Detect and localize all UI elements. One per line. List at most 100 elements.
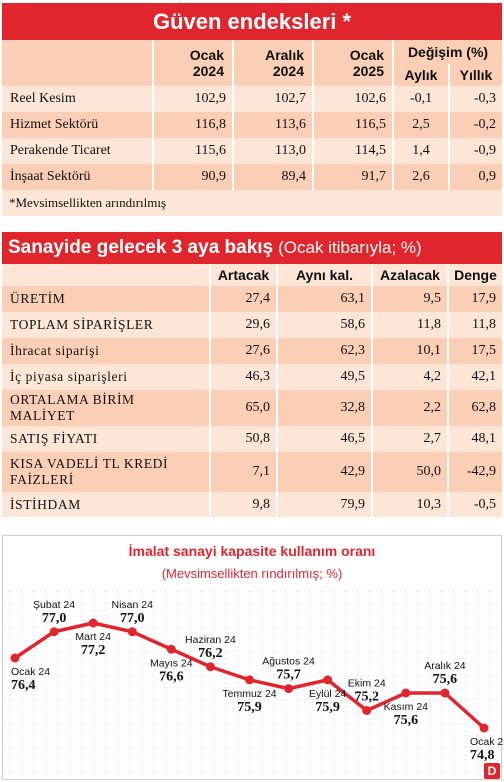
share-value: 17,9 xyxy=(449,286,502,312)
index-value: 116,5 xyxy=(314,112,394,138)
row-label: TOPLAM SİPARİŞLER xyxy=(2,312,211,338)
row-label: Perakende Ticaret xyxy=(2,138,154,164)
share-value: 29,6 xyxy=(211,312,278,338)
share-value: 27,4 xyxy=(211,286,278,312)
publisher-logo: D xyxy=(484,763,500,779)
point-month-label: Kasım 24 xyxy=(384,701,429,713)
share-value: -42,9 xyxy=(449,452,502,492)
change-subheader: Aylık xyxy=(394,64,450,86)
point-month-label: Eylül 24 xyxy=(309,688,347,700)
data-point xyxy=(479,723,489,733)
industry-outlook-title-text: Sanayide gelecek 3 aya bakış xyxy=(8,237,274,258)
yearly-change: -0,2 xyxy=(450,112,502,138)
share-value: 10,1 xyxy=(373,338,449,364)
row-label: İhracat siparişi xyxy=(2,338,211,364)
share-value: 49,5 xyxy=(278,364,373,390)
share-value: 9,8 xyxy=(211,492,278,517)
share-value: 9,5 xyxy=(373,286,449,312)
data-point xyxy=(10,653,20,663)
share-value: 27,6 xyxy=(211,338,278,364)
row-label: KISA VADELİ TL KREDİ FAİZLERİ xyxy=(2,452,211,492)
share-value: 7,1 xyxy=(211,452,278,492)
index-value: 102,6 xyxy=(314,86,394,112)
share-value: 58,6 xyxy=(278,312,373,338)
monthly-change: 2,5 xyxy=(394,112,450,138)
period-header: Aralık 2024 xyxy=(234,40,314,86)
yearly-change: -0,9 xyxy=(450,138,502,164)
share-value: 50,8 xyxy=(211,426,278,452)
monthly-change: 2,6 xyxy=(394,164,450,190)
point-value-label: 75,7 xyxy=(276,668,301,683)
point-value-label: 75,9 xyxy=(237,700,262,715)
share-value: 2,7 xyxy=(373,426,449,452)
share-value: 42,1 xyxy=(449,364,502,390)
point-month-label: Mart 24 xyxy=(75,631,111,643)
industry-outlook-title: Sanayide gelecek 3 aya bakış (Ocak itiba… xyxy=(2,232,502,264)
confidence-index-title: Güven endeksleri * xyxy=(2,3,502,40)
data-point xyxy=(245,675,254,685)
share-value: 62,8 xyxy=(449,390,502,426)
point-value-label: 76,2 xyxy=(198,646,223,661)
data-point xyxy=(362,706,372,715)
share-value: 50,0 xyxy=(373,452,449,492)
share-value: 63,1 xyxy=(278,286,373,312)
point-value-label: 76,6 xyxy=(159,669,184,684)
chart-subtitle: (Mevsimsellikten rındırılmış; %) xyxy=(161,566,343,581)
share-value: -0,5 xyxy=(449,492,502,517)
row-label: Reel Kesim xyxy=(2,86,154,112)
share-value: 11,8 xyxy=(373,312,449,338)
data-point xyxy=(127,627,137,637)
share-value: 17,5 xyxy=(449,338,502,364)
change-header: Değişim (%) xyxy=(394,40,502,64)
row-label: İç piyasa siparişleri xyxy=(2,364,211,390)
monthly-change: -0,1 xyxy=(394,86,450,112)
data-point xyxy=(440,688,450,698)
share-value: 42,9 xyxy=(278,452,373,492)
data-point xyxy=(401,688,411,698)
share-value: 62,3 xyxy=(278,338,373,364)
capacity-utilization-chart-frame xyxy=(2,535,502,780)
point-value-label: 77,2 xyxy=(81,643,106,658)
share-value: 46,3 xyxy=(211,364,278,390)
industry-outlook-subtitle: (Ocak itibarıyla; %) xyxy=(278,238,422,257)
point-value-label: 75,6 xyxy=(433,672,458,687)
row-label: İSTİHDAM xyxy=(2,492,211,517)
index-value: 91,7 xyxy=(314,164,394,190)
point-month-label: Şubat 24 xyxy=(33,599,75,611)
share-value: 65,0 xyxy=(211,390,278,426)
point-month-label: Temmuz 24 xyxy=(222,688,276,700)
period-header: Ocak 2024 xyxy=(154,40,234,86)
share-value: 11,8 xyxy=(449,312,502,338)
point-value-label: 77,0 xyxy=(42,611,67,626)
change-subheader: Yıllık xyxy=(450,64,502,86)
index-value: 90,9 xyxy=(154,164,234,190)
confidence-index-table: Ocak 2024 Aralık 2024 Ocak 2025 Değişim (%)… xyxy=(2,40,502,190)
row-label: ÜRETİM xyxy=(2,286,211,312)
index-value: 102,7 xyxy=(234,86,314,112)
share-value: 32,8 xyxy=(278,390,373,426)
column-header: Artacak xyxy=(211,264,278,286)
index-value: 89,4 xyxy=(234,164,314,190)
point-month-label: Ocak 24 xyxy=(11,666,50,678)
share-value: 4,2 xyxy=(373,364,449,390)
column-header: Aynı kal. xyxy=(278,264,373,286)
point-month-label: Mayıs 24 xyxy=(150,657,193,669)
industry-outlook-table: Artacak Aynı kal. Azalacak Denge ÜRETİM 27,4 6… xyxy=(2,264,502,517)
data-point xyxy=(166,644,176,654)
data-point xyxy=(205,662,215,672)
share-value: 2,2 xyxy=(373,390,449,426)
index-value: 116,8 xyxy=(154,112,234,138)
monthly-change: 1,4 xyxy=(394,138,450,164)
data-point xyxy=(284,684,294,694)
point-month-label: Ağustos 24 xyxy=(262,656,315,668)
index-value: 113,0 xyxy=(234,138,314,164)
index-value: 115,6 xyxy=(154,138,234,164)
point-month-label: Nisan 24 xyxy=(112,599,154,611)
row-label: İnşaat Sektörü xyxy=(2,164,154,190)
index-value: 113,6 xyxy=(234,112,314,138)
column-header: Denge xyxy=(449,264,502,286)
header-empty-cell xyxy=(2,40,154,86)
chart-title: İmalat sanayi kapasite kullanım oranı xyxy=(128,543,376,559)
point-value-label: 75,9 xyxy=(315,700,340,715)
